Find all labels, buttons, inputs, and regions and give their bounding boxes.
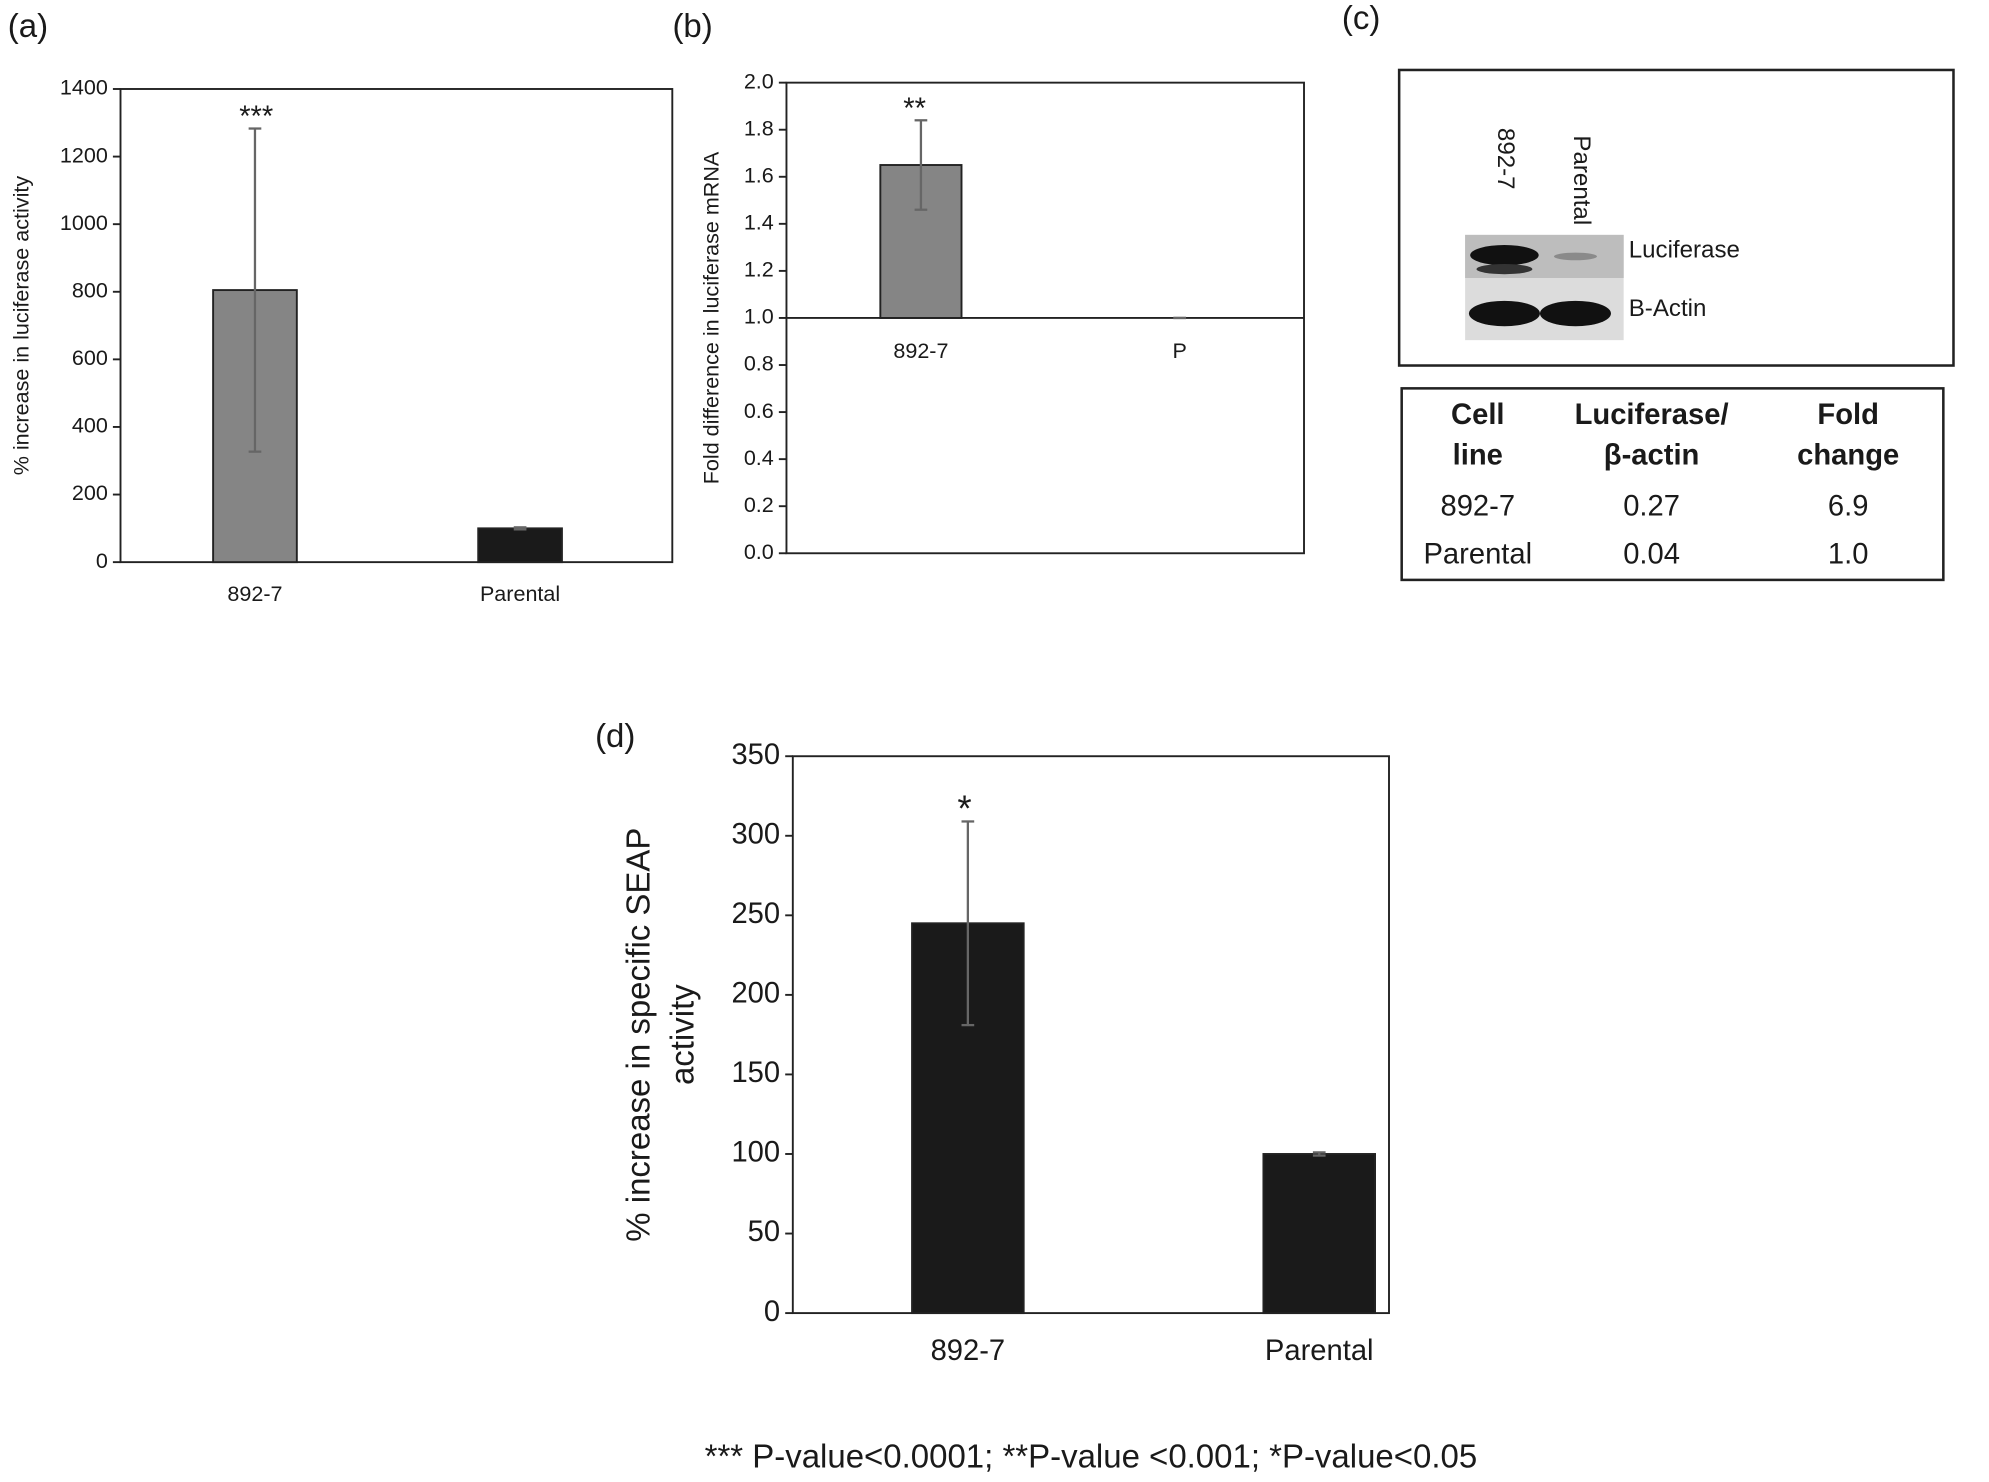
y-tick-label: 350 xyxy=(731,739,780,771)
y-tick-label: 800 xyxy=(72,277,108,302)
y-tick-label: 0.8 xyxy=(744,351,774,376)
y-tick-label: 1.8 xyxy=(744,115,774,140)
band-label: Luciferase xyxy=(1629,237,1740,264)
x-tick-label: 892-7 xyxy=(893,338,948,363)
y-tick-label: 150 xyxy=(731,1057,780,1089)
annotation: ** xyxy=(903,93,926,125)
table-cell: 892-7 xyxy=(1441,490,1516,522)
error-bar xyxy=(914,119,928,211)
y-tick-label: 2.0 xyxy=(744,68,774,93)
y-tick-label: 1.4 xyxy=(744,210,774,235)
x-tick-label: Parental xyxy=(480,581,560,606)
lane-label: 892-7 xyxy=(1492,128,1519,190)
x-tick-label: 892-7 xyxy=(931,1335,1006,1367)
table-header: Fold xyxy=(1817,399,1879,431)
table-cell: 1.0 xyxy=(1828,539,1869,571)
annotation: *** xyxy=(239,101,273,133)
error-bar xyxy=(248,127,262,453)
y-tick-label: 0 xyxy=(96,548,108,573)
y-tick-label: 0 xyxy=(764,1296,780,1328)
panel-label: (d) xyxy=(595,717,635,754)
panel-label: (c) xyxy=(1342,0,1380,36)
y-tick-label: 1.0 xyxy=(744,304,774,329)
band xyxy=(1539,300,1611,327)
table: Cell line Luciferase/β-actin Fold change 892-… xyxy=(1423,399,1899,571)
bar xyxy=(477,527,563,564)
y-tick-label: 1200 xyxy=(60,142,108,167)
table-header: Luciferase/ xyxy=(1575,399,1729,431)
band-label: B-Actin xyxy=(1629,295,1707,322)
y-tick-label: 1.2 xyxy=(744,257,774,282)
lane-label: Parental xyxy=(1568,135,1595,225)
plot-frame xyxy=(119,88,674,564)
bar xyxy=(1262,1153,1376,1315)
error-bar xyxy=(513,526,527,531)
y-tick-label: 200 xyxy=(72,480,108,505)
table-cell: Parental xyxy=(1423,539,1532,571)
y-tick-label: 1000 xyxy=(60,210,108,235)
table-cell: 0.04 xyxy=(1623,539,1680,571)
x-tick-label: Parental xyxy=(1265,1335,1374,1367)
annotation: * xyxy=(957,788,971,829)
band xyxy=(1470,245,1539,266)
y-axis-label: activity xyxy=(664,984,701,1085)
y-tick-label: 100 xyxy=(731,1137,780,1169)
table-header: β-actin xyxy=(1604,440,1700,472)
y-tick-label: 600 xyxy=(72,345,108,370)
y-tick-label: 50 xyxy=(748,1216,780,1248)
x-tick-label: P xyxy=(1173,338,1187,363)
error-bar xyxy=(961,820,975,1027)
panel-label: (a) xyxy=(8,7,48,44)
y-tick-label: 300 xyxy=(731,818,780,850)
table-header: change xyxy=(1797,440,1899,472)
y-tick-label: 0.2 xyxy=(744,492,774,517)
table-header: line xyxy=(1453,440,1503,472)
y-axis-label: Fold difference in luciferase mRNA xyxy=(699,151,724,484)
error-bar xyxy=(1312,1151,1326,1157)
panel-label: (b) xyxy=(672,7,712,44)
table-frame xyxy=(1400,387,1945,582)
plot-frame xyxy=(791,755,1390,1315)
y-axis-label: % increase in luciferase activity xyxy=(9,176,34,476)
y-tick-label: 1.6 xyxy=(744,162,774,187)
band xyxy=(1476,264,1533,275)
band xyxy=(1468,300,1540,327)
y-tick-label: 250 xyxy=(731,898,780,930)
table-cell: 6.9 xyxy=(1828,490,1869,522)
blot-frame xyxy=(1397,68,1955,367)
table-cell: 0.27 xyxy=(1623,490,1680,522)
y-axis-label: % increase in specific SEAP xyxy=(619,828,656,1242)
y-tick-label: 200 xyxy=(731,978,780,1010)
band xyxy=(1553,252,1598,261)
y-tick-label: 0.0 xyxy=(744,539,774,564)
table-header: Cell xyxy=(1451,399,1504,431)
y-tick-label: 0.6 xyxy=(744,398,774,423)
footnote: *** P-value<0.0001; **P-value <0.001; *P… xyxy=(705,1438,1478,1475)
y-tick-label: 0.4 xyxy=(744,445,774,470)
y-tick-label: 400 xyxy=(72,413,108,438)
y-tick-label: 1400 xyxy=(60,75,108,100)
x-tick-label: 892-7 xyxy=(227,581,282,606)
